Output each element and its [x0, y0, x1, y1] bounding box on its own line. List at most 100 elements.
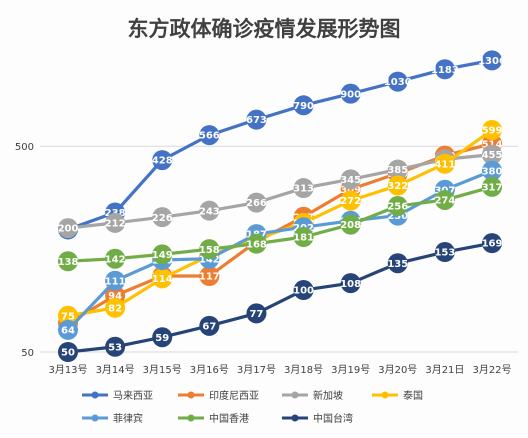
legend-item: 中国台湾 [282, 412, 353, 425]
data-point [434, 153, 455, 174]
data-label: 230 [387, 211, 408, 222]
data-point [58, 342, 78, 362]
y-tick-label: 500 [15, 142, 34, 153]
legend-marker [91, 391, 99, 399]
data-point [340, 190, 361, 211]
data-point [199, 239, 220, 260]
data-point [482, 120, 502, 141]
legend-item: 泰国 [372, 389, 423, 402]
data-point [387, 71, 408, 92]
data-point [246, 233, 267, 254]
data-point [434, 242, 455, 263]
data-label: 208 [340, 220, 361, 231]
series-line [66, 153, 494, 230]
data-point [293, 178, 314, 199]
legend-marker [291, 391, 299, 399]
legend-label: 印度尼西亚 [209, 389, 259, 402]
legend-item: 新加坡 [282, 389, 343, 402]
legend-label: 新加坡 [313, 389, 343, 402]
legend-marker [381, 391, 389, 399]
data-point [293, 95, 314, 116]
data-point [387, 196, 408, 217]
series-中国香港: 138 142 149 158 168 181 208 256 274 317 [58, 176, 502, 272]
legend-marker [187, 414, 195, 422]
data-label: 142 [199, 254, 220, 265]
data-point [387, 159, 408, 180]
legend-marker [291, 414, 299, 422]
data-label: 94 [108, 291, 122, 302]
data-point [199, 125, 220, 146]
data-label: 322 [387, 181, 408, 192]
data-label: 599 [482, 126, 503, 137]
legend-item: 中国香港 [178, 412, 249, 425]
data-label: 266 [246, 198, 267, 209]
series-line [66, 58, 494, 232]
data-point [482, 144, 502, 165]
data-label: 158 [199, 245, 220, 256]
data-label: 108 [340, 279, 361, 290]
y-tick-label: 50 [21, 348, 34, 359]
data-label: 82 [108, 303, 122, 314]
data-label: 64 [61, 326, 75, 337]
legend-label: 泰国 [403, 389, 423, 402]
series-马来西亚: 197238428566673790900103011831306 [58, 50, 506, 240]
data-point [293, 227, 314, 248]
data-label: 1183 [431, 65, 459, 76]
legend-item: 印度尼西亚 [178, 389, 259, 402]
data-point [340, 273, 361, 294]
data-label: 169 [482, 239, 503, 250]
data-label: 117 [199, 272, 220, 283]
data-point [152, 327, 173, 348]
data-label: 272 [340, 196, 361, 207]
data-point [482, 50, 502, 71]
data-label: 135 [387, 259, 408, 270]
series-lines: 1972384285666737909001030118313066994117… [58, 50, 506, 362]
data-label: 200 [58, 224, 79, 235]
data-point [105, 270, 126, 291]
data-label: 212 [105, 218, 126, 229]
data-label: 67 [202, 321, 216, 332]
data-point [340, 83, 361, 104]
data-label: 411 [434, 159, 455, 170]
data-point [387, 175, 408, 196]
data-label: 313 [293, 184, 314, 195]
data-label: 75 [61, 311, 75, 322]
data-label: 428 [152, 156, 173, 167]
data-label: 790 [293, 101, 314, 112]
data-label: 309 [340, 185, 361, 196]
data-label: 77 [249, 309, 263, 320]
data-point [246, 109, 267, 130]
data-label: 380 [482, 166, 503, 177]
data-label: 181 [293, 233, 314, 244]
data-point [152, 268, 173, 289]
data-label: 455 [482, 150, 503, 161]
legend-label: 中国台湾 [313, 412, 353, 425]
data-point [482, 160, 502, 181]
data-point [482, 176, 502, 197]
legend-label: 菲律宾 [113, 412, 143, 425]
data-label: 53 [108, 342, 122, 353]
data-point [105, 297, 126, 318]
data-point [105, 336, 126, 357]
data-point [199, 266, 220, 287]
chart-title: 东方政体确诊疫情发展形势图 [128, 17, 401, 41]
data-point [434, 59, 455, 80]
data-point [293, 280, 314, 301]
data-label: 153 [434, 248, 455, 259]
x-tick-label: 3月20号 [378, 364, 417, 376]
data-label: 142 [105, 254, 126, 265]
x-tick-label: 3月17号 [237, 364, 276, 376]
x-tick-label: 3月13号 [48, 364, 87, 376]
data-point [58, 251, 78, 272]
legend-label: 马来西亚 [113, 390, 153, 402]
x-tick-label: 3月16号 [190, 364, 229, 376]
data-label: 673 [246, 115, 267, 126]
data-point [152, 244, 173, 265]
data-label: 256 [387, 202, 408, 213]
series-line [66, 241, 494, 354]
x-tick-label: 3月21日 [425, 364, 464, 376]
data-label: 274 [434, 196, 455, 207]
data-label: 149 [152, 250, 173, 261]
data-point [246, 303, 267, 324]
